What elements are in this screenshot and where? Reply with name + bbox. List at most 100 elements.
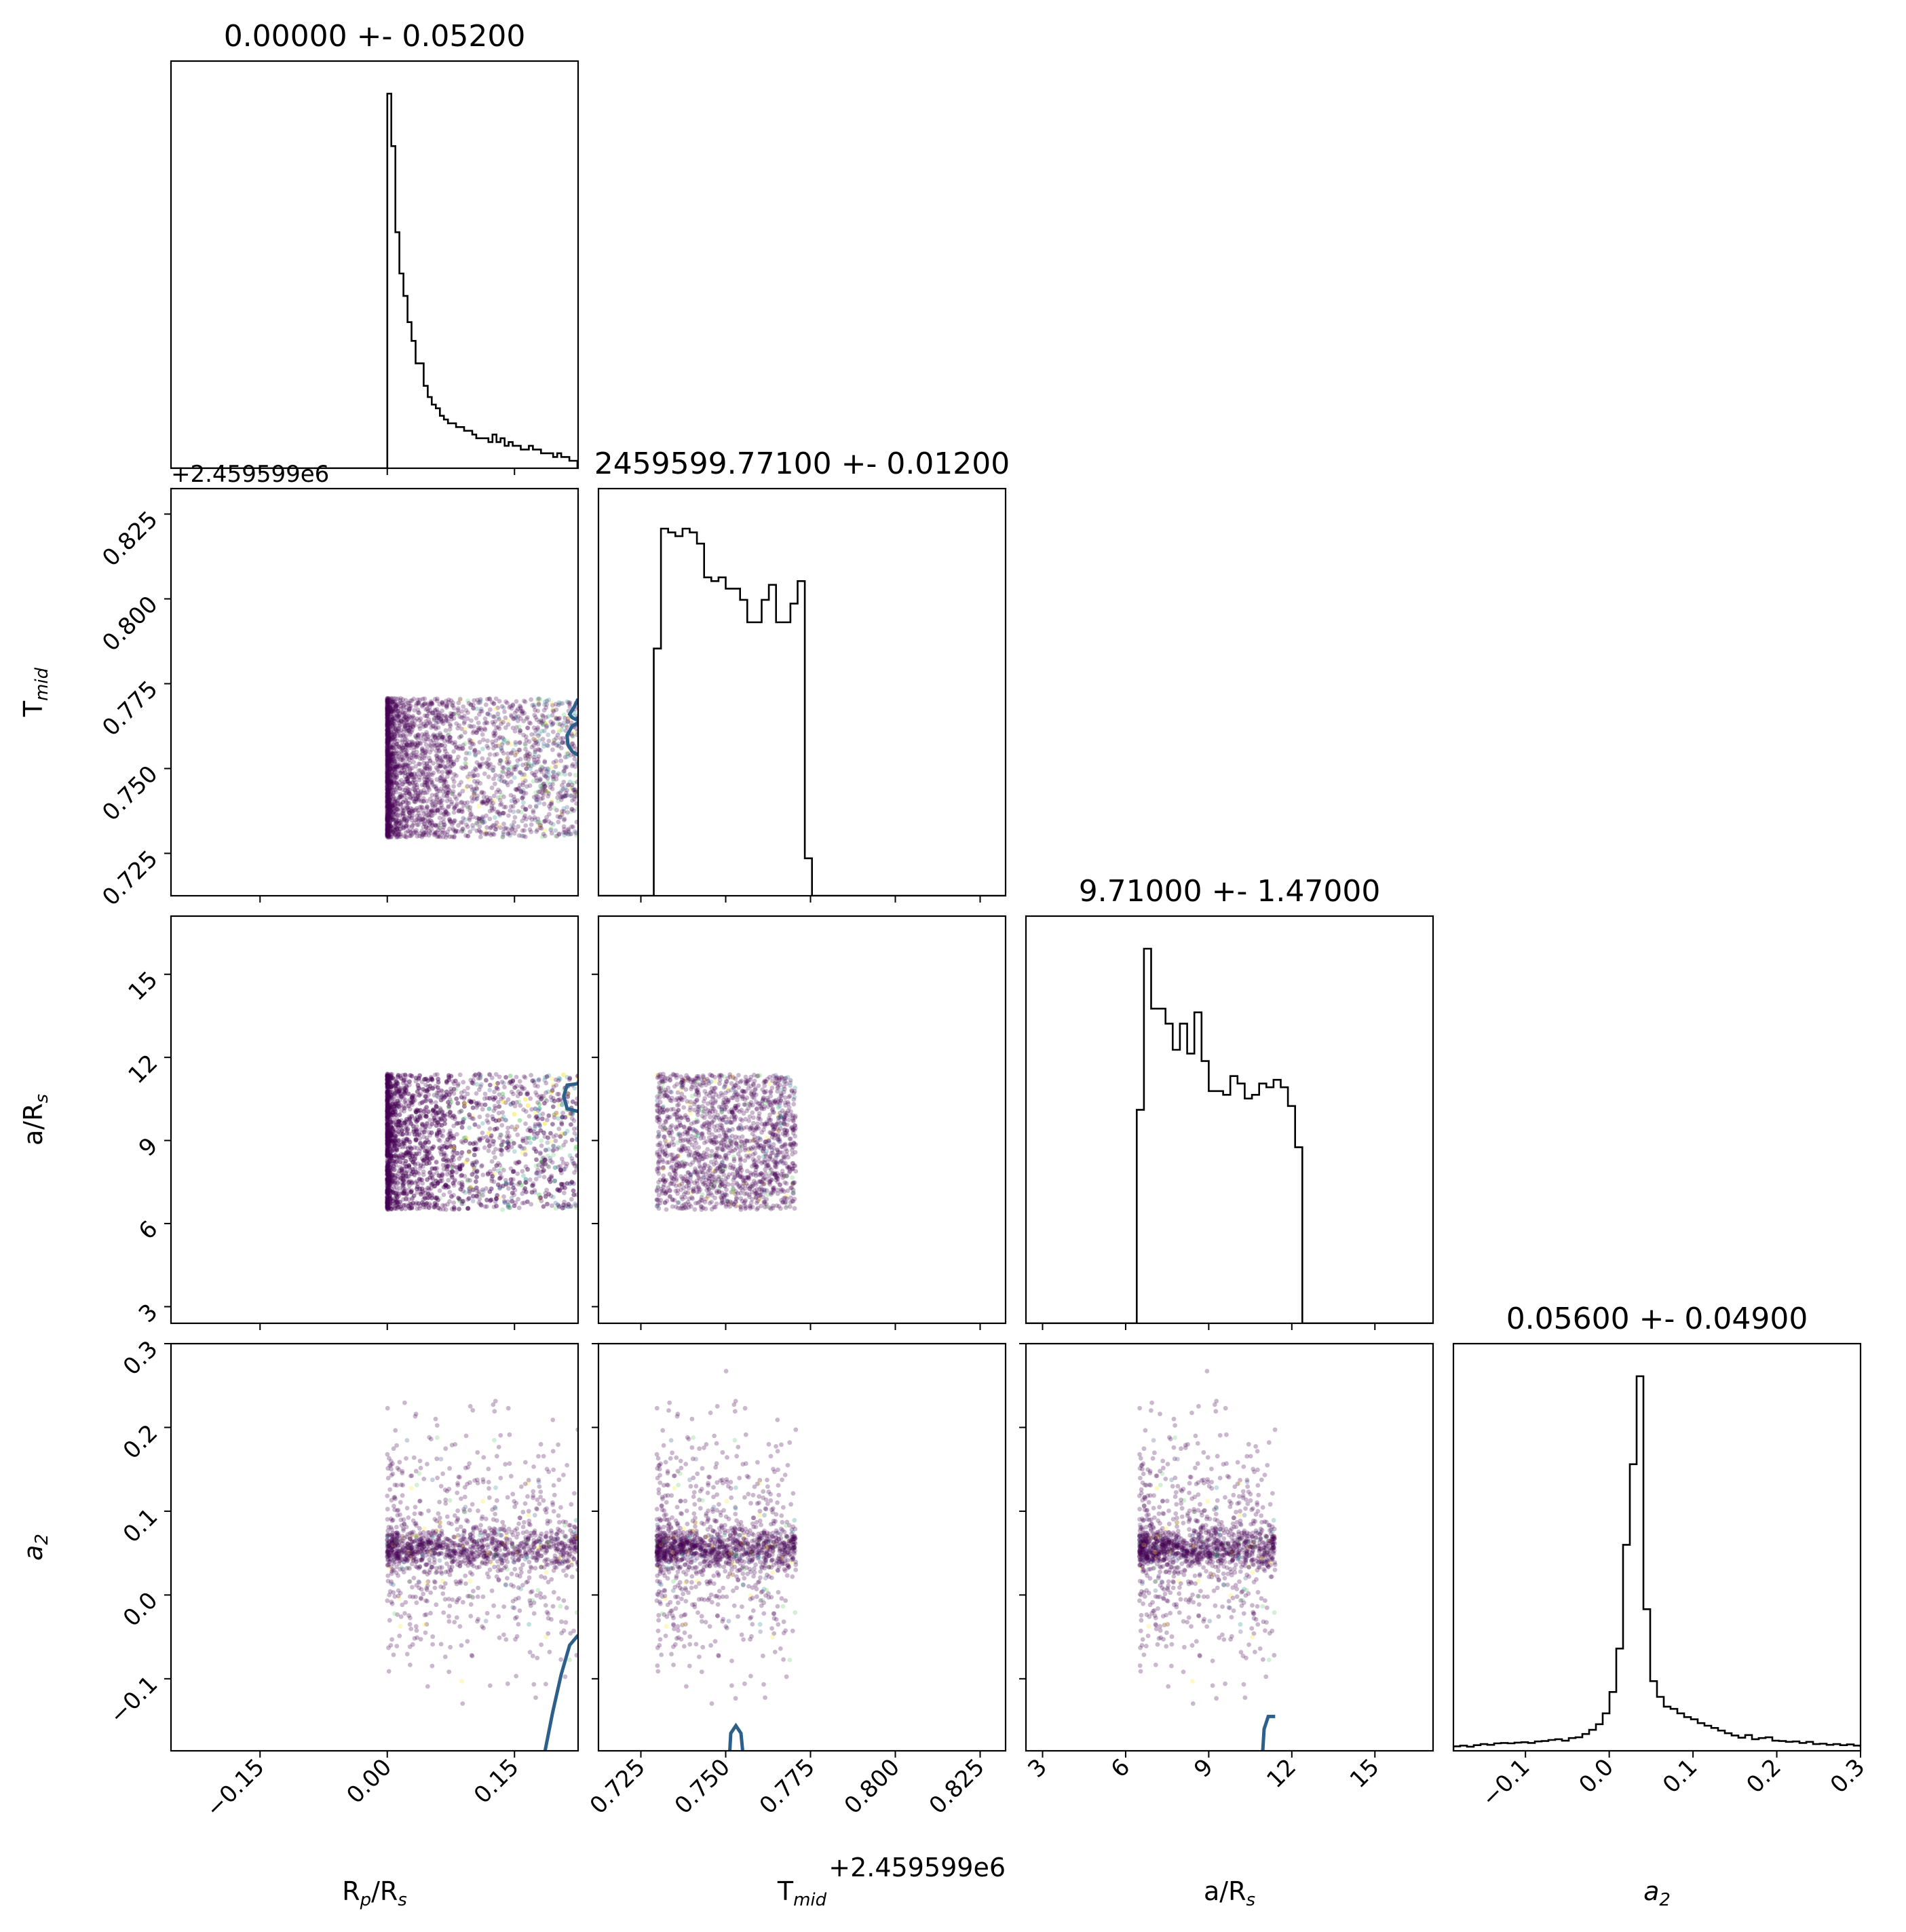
scatter-point (386, 759, 392, 765)
scatter-point (466, 700, 472, 706)
scatter-point (520, 1200, 525, 1206)
scatter-point (487, 1088, 493, 1093)
scatter-point (508, 742, 514, 747)
scatter-point (464, 751, 469, 756)
scatter-point (546, 743, 551, 749)
scatter-point (415, 795, 420, 800)
scatter-point (451, 749, 457, 754)
scatter-point (392, 699, 398, 704)
scatter-point (526, 754, 531, 759)
scatter-point (404, 754, 410, 759)
scatter-point (391, 830, 396, 835)
scatter-point (465, 825, 470, 829)
scatter-point (505, 755, 510, 761)
scatter-point (385, 757, 390, 763)
scatter-point (385, 700, 390, 706)
scatter-point (498, 825, 503, 831)
scatter-point (408, 704, 413, 708)
scatter-point (411, 787, 416, 791)
scatter-point (459, 734, 464, 739)
scatter-point (385, 719, 390, 725)
scatter-point (552, 738, 557, 742)
scatter-point (396, 762, 402, 768)
scatter-point (528, 1096, 533, 1101)
scatter-point (537, 778, 541, 783)
scatter-point (387, 794, 393, 799)
scatter-point (509, 798, 514, 803)
scatter-point (398, 823, 403, 829)
scatter-point (385, 755, 390, 761)
scatter-point (462, 726, 468, 732)
scatter-point (432, 696, 438, 702)
scatter-point (499, 1148, 504, 1152)
scatter-point (385, 780, 390, 784)
scatter-point (555, 717, 560, 721)
scatter-point (407, 814, 413, 818)
scatter-point (423, 825, 429, 830)
scatter-point (413, 797, 419, 801)
scatter-point (484, 831, 489, 837)
scatter-point (486, 1148, 491, 1154)
scatter-point (461, 742, 466, 748)
scatter-point (385, 742, 390, 746)
scatter-point (404, 835, 409, 839)
scatter-point (465, 806, 470, 811)
scatter-point (565, 782, 571, 788)
scatter-point (494, 820, 499, 825)
scatter-point (445, 1202, 450, 1207)
scatter-point (546, 738, 552, 744)
scatter-point (385, 825, 390, 830)
scatter-point (539, 719, 544, 723)
scatter-point (441, 1192, 446, 1197)
scatter-point (387, 835, 392, 839)
scatter-point (385, 750, 391, 755)
scatter-point (495, 810, 499, 815)
scatter-point (385, 734, 390, 738)
scatter-point (457, 696, 463, 702)
scatter-point (428, 810, 433, 815)
scatter-point (420, 696, 425, 702)
scatter-point (558, 812, 564, 816)
scatter-point (402, 770, 408, 776)
scatter-point (446, 697, 451, 702)
scatter-point (395, 1194, 400, 1200)
scatter-point (502, 779, 508, 784)
scatter-point (459, 780, 463, 785)
scatter-point (385, 803, 390, 808)
scatter-point (436, 822, 441, 828)
scatter-point (400, 817, 404, 822)
scatter-rp-tmid (385, 696, 578, 840)
scatter-point (490, 719, 495, 725)
scatter-point (392, 751, 398, 756)
scatter-point (520, 796, 525, 801)
scatter-point (455, 725, 461, 731)
scatter-point (402, 737, 408, 742)
scatter-point (441, 820, 446, 825)
scatter-point (392, 719, 397, 723)
scatter-point (385, 716, 390, 721)
scatter-point (493, 1147, 498, 1152)
scatter-point (389, 704, 395, 710)
scatter-point (385, 822, 391, 827)
scatter-point (406, 787, 411, 792)
scatter-point (396, 753, 402, 759)
scatter-point (454, 773, 459, 778)
scatter-point (480, 761, 485, 766)
scatter-point (451, 826, 456, 831)
scatter-point (503, 715, 508, 721)
scatter-point (466, 1196, 472, 1201)
scatter-point (398, 801, 404, 807)
scatter-point (392, 828, 396, 833)
scatter-point (491, 701, 497, 706)
scatter-point (387, 779, 392, 784)
scatter-point (537, 767, 543, 772)
scatter-point (438, 716, 443, 721)
scatter-point (387, 767, 392, 772)
scatter-point (385, 764, 390, 769)
scatter-point (387, 786, 392, 791)
scatter-point (480, 1131, 485, 1135)
scatter-point (541, 728, 547, 734)
scatter-point (514, 787, 520, 793)
scatter-point (386, 728, 392, 734)
scatter-point (398, 813, 402, 818)
